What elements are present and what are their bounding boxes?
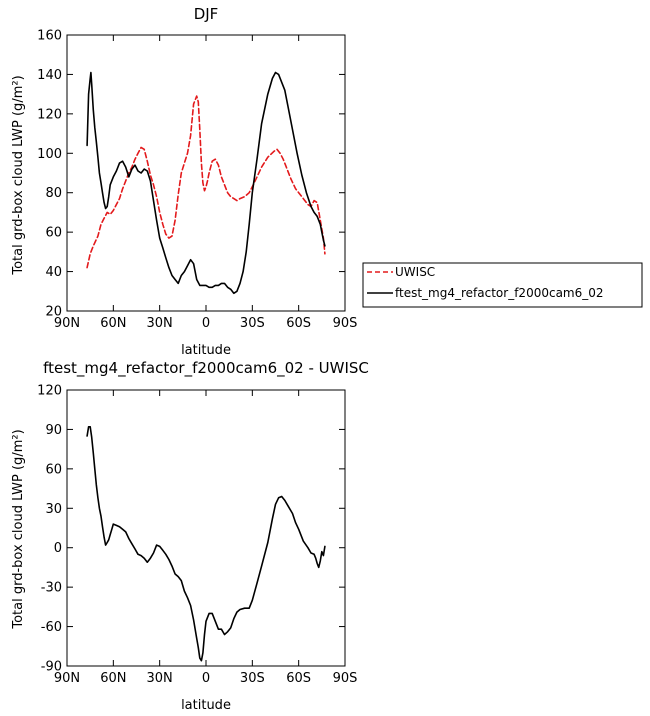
series-line-difference [86, 425, 326, 662]
y-tick-label: 60 [45, 226, 62, 241]
series-lines-top [86, 71, 326, 295]
legend-entry-uwisc: UWISC [395, 265, 435, 279]
x-tick-label: 90N [54, 316, 80, 331]
legend-entry-ftest: ftest_mg4_refactor_f2000cam6_02 [395, 286, 604, 300]
x-tick-label: 60N [100, 671, 126, 686]
y-tick-label: 100 [37, 147, 62, 162]
series-lines-bottom [86, 425, 326, 662]
panel-bottom-diff: ftest_mg4_refactor_f2000cam6_02 - UWISC … [11, 359, 369, 713]
x-tick-label: 0 [202, 671, 210, 686]
y-tick-label: 90 [45, 423, 62, 438]
legend: UWISC ftest_mg4_refactor_f2000cam6_02 [362, 262, 643, 308]
y-tick-label: 30 [45, 502, 62, 517]
y-tick-label: 0 [54, 541, 62, 556]
y-tick-label: 160 [37, 29, 62, 44]
y-tick-label: 140 [37, 68, 62, 83]
y-tick-label: -90 [41, 660, 62, 675]
x-tick-label: 0 [202, 316, 210, 331]
series-line-ftest-mg4-refactor-f2000cam6-02 [86, 71, 326, 295]
x-tick-label: 60S [286, 316, 311, 331]
y-tick-label: 120 [37, 384, 62, 399]
y-axis-label: Total grd-box cloud LWP (g/m²) [11, 429, 26, 629]
x-tick-label: 30S [240, 671, 265, 686]
x-tick-label: 90S [333, 316, 358, 331]
y-tick-label: 40 [45, 265, 62, 280]
x-tick-label: 30S [240, 316, 265, 331]
x-tick-label: 30N [147, 316, 173, 331]
legend-box [362, 262, 643, 308]
x-tick-label: 30N [147, 671, 173, 686]
y-tick-label: 80 [45, 186, 62, 201]
plot-frame [66, 389, 346, 667]
panel-top-lwp: DJF latitude Total grd-box cloud LWP (g/… [11, 5, 643, 358]
x-tick-label: 60N [100, 316, 126, 331]
y-tick-label: 60 [45, 462, 62, 477]
chart-title: ftest_mg4_refactor_f2000cam6_02 - UWISC [43, 359, 369, 378]
axis-ticks-bottom: 90N 60N 30N 0 30S 60S 90S -90 -60 -30 0 30 60 90 120 [37, 384, 357, 687]
y-tick-label: -30 [41, 581, 62, 596]
y-tick-label: 20 [45, 305, 62, 320]
x-tick-label: 90N [54, 671, 80, 686]
x-tick-label: 60S [286, 671, 311, 686]
y-tick-label: 120 [37, 107, 62, 122]
plot-frame [66, 34, 346, 312]
axis-ticks-top: 90N 60N 30N 0 30S 60S 90S 20 40 60 80 100 120 140 160 [37, 29, 357, 332]
y-tick-label: -60 [41, 620, 62, 635]
x-tick-label: 90S [333, 671, 358, 686]
x-axis-label: latitude [181, 343, 231, 358]
y-axis-label: Total grd-box cloud LWP (g/m²) [11, 75, 26, 275]
chart-title: DJF [194, 5, 219, 23]
x-axis-label: latitude [181, 698, 231, 713]
series-line-uwisc [86, 95, 326, 269]
